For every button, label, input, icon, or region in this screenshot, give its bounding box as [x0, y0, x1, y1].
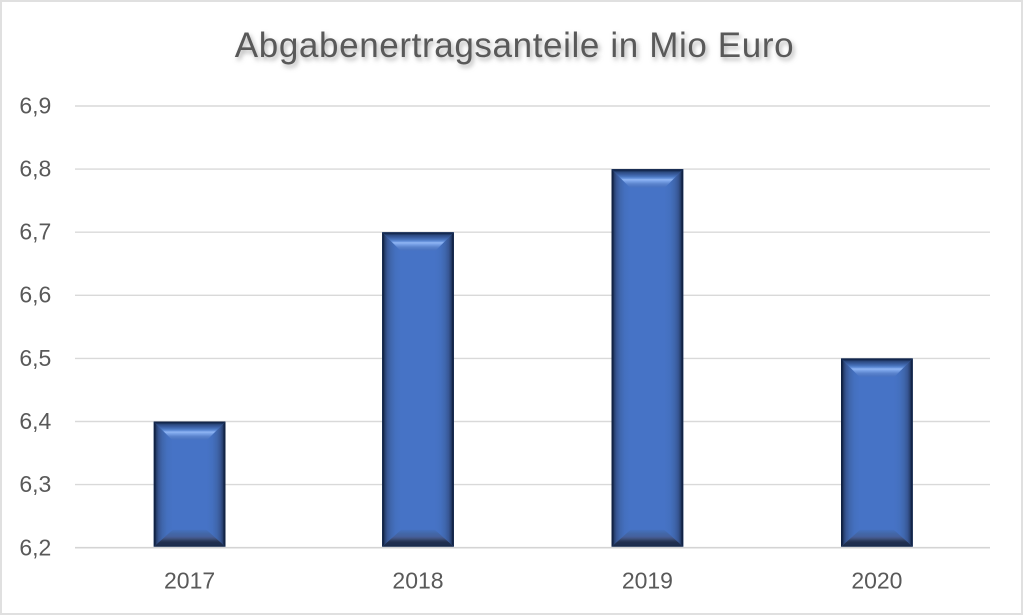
svg-text:2020: 2020 — [851, 568, 902, 594]
svg-text:6,7: 6,7 — [19, 219, 51, 245]
svg-text:6,4: 6,4 — [19, 408, 51, 434]
svg-text:6,9: 6,9 — [19, 92, 51, 118]
svg-text:6,6: 6,6 — [19, 282, 51, 308]
svg-text:6,3: 6,3 — [19, 471, 51, 497]
svg-text:2017: 2017 — [164, 568, 215, 594]
svg-text:6,2: 6,2 — [19, 534, 51, 560]
svg-text:2019: 2019 — [622, 568, 673, 594]
svg-text:6,5: 6,5 — [19, 345, 51, 371]
svg-text:2018: 2018 — [392, 568, 443, 594]
svg-text:6,8: 6,8 — [19, 156, 51, 182]
